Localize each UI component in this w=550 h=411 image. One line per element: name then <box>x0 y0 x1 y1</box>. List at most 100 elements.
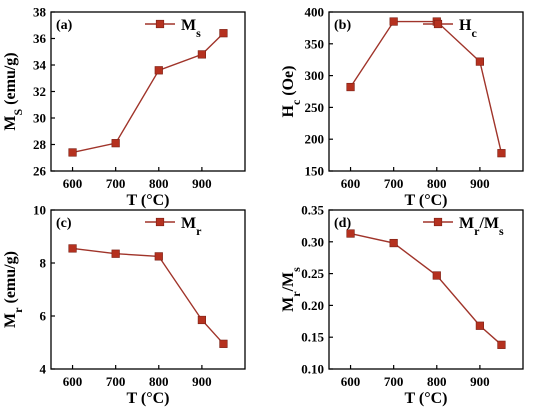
data-point <box>219 29 228 38</box>
legend-label-subscript: r <box>474 224 480 238</box>
x-tick-label: 900 <box>192 176 212 191</box>
legend-label-main: H <box>459 17 472 34</box>
y-tick-label: 10 <box>33 203 46 218</box>
x-tick-label: 900 <box>470 374 490 389</box>
plot-frame <box>50 209 246 370</box>
plot-frame <box>328 11 524 172</box>
data-point <box>197 315 206 325</box>
data-point <box>111 139 120 148</box>
x-tick-label: 600 <box>63 374 83 389</box>
y-tick-label: 34 <box>33 58 47 73</box>
legend-label: Ms <box>181 17 201 40</box>
chart-panel-3: 600 700 800 900 4 6 8 10 T (°C) Mr (emu/g) (c) Mr <box>2 203 246 407</box>
x-axis-label: T (°C) <box>127 192 170 209</box>
x-tick-label: 800 <box>149 374 169 389</box>
y-tick-label: 6 <box>40 309 47 324</box>
y-tick-label: 0.30 <box>301 234 324 249</box>
y-axis-label: MS (emu/g) <box>2 52 25 130</box>
y-tick-label: 30 <box>33 111 46 126</box>
legend-label-subscript: r <box>196 224 202 238</box>
x-tick-label: 900 <box>470 176 490 191</box>
x-tick-label: 700 <box>106 176 126 191</box>
data-point <box>497 340 506 349</box>
x-tick-label: 800 <box>427 176 447 191</box>
panel-label: (c) <box>56 216 72 231</box>
y-tick-label: 0.20 <box>301 298 324 313</box>
data-point <box>389 17 398 26</box>
legend-label: Mr/Ms <box>459 215 504 238</box>
y-axis-label-subscript: S <box>11 109 25 116</box>
legend-marker <box>433 217 443 227</box>
data-point <box>68 244 77 253</box>
y-axis-label-subscript: c <box>289 99 303 105</box>
data-point <box>389 238 398 248</box>
y-tick-label: 36 <box>33 31 47 46</box>
legend: Ms <box>145 17 201 40</box>
data-point <box>432 271 441 280</box>
y-axis-label-subscript: r <box>289 291 303 297</box>
y-tick-label: 0.35 <box>301 203 324 218</box>
y-axis-label-main: M <box>2 116 19 131</box>
x-tick-label: 700 <box>384 374 404 389</box>
y-axis-label-rest: (emu/g) <box>2 52 19 108</box>
x-tick-label: 600 <box>341 374 361 389</box>
y-axis-label-main: M <box>280 297 297 312</box>
y-tick-label: 400 <box>305 5 325 20</box>
y-tick-label: 350 <box>305 36 325 51</box>
plot-frame <box>50 11 246 172</box>
legend: Mr/Ms <box>423 215 504 238</box>
legend-label-main: M <box>181 17 196 34</box>
y-axis-label: Mr (emu/g) <box>2 251 25 328</box>
y-tick-label: 32 <box>33 84 46 99</box>
data-point <box>154 252 163 261</box>
panel-label: (d) <box>334 216 351 231</box>
y-tick-label: 0.25 <box>301 266 324 281</box>
data-point <box>154 66 163 75</box>
chart-panel-4: 600 700 800 900 0.10 0.15 0.20 0.25 0.30 0.35 T (°… <box>280 203 524 407</box>
data-point <box>497 149 506 158</box>
legend-label-subscript: c <box>471 26 477 40</box>
y-tick-label: 250 <box>305 100 325 115</box>
x-tick-label: 900 <box>192 374 212 389</box>
x-tick-label: 700 <box>384 176 404 191</box>
y-tick-label: 150 <box>305 164 325 179</box>
y-tick-label: 8 <box>40 256 47 271</box>
series-line <box>72 247 224 345</box>
data-point <box>475 321 484 330</box>
y-axis-label-rest: (emu/g) <box>2 251 19 307</box>
y-tick-label: 28 <box>33 137 47 152</box>
y-axis-label: Mr/Ms <box>280 267 303 312</box>
y-axis-label: Hc (Oe) <box>280 66 303 118</box>
legend: Hc <box>423 17 477 40</box>
legend: Mr <box>145 215 202 238</box>
y-axis-label-main: H <box>280 104 297 117</box>
x-tick-label: 700 <box>106 374 126 389</box>
y-tick-label: 0.15 <box>301 330 324 345</box>
legend-label-subscript: s <box>196 26 201 40</box>
data-point <box>475 57 484 66</box>
legend-marker <box>433 19 443 29</box>
legend-label: Hc <box>459 17 477 40</box>
x-axis-label: T (°C) <box>405 390 448 407</box>
y-axis-label-rest: /M <box>280 272 297 293</box>
y-axis-label-subscript: r <box>11 307 25 313</box>
legend-label-subscript: s <box>499 224 504 238</box>
x-tick-label: 800 <box>427 374 447 389</box>
legend-marker <box>155 217 165 227</box>
legend-label-main: M <box>181 215 196 232</box>
plot-frame <box>328 209 524 370</box>
y-tick-label: 38 <box>33 5 47 20</box>
y-tick-label: 4 <box>40 362 47 377</box>
chart-panel-2: 600 700 800 900 150 200 250 300 350 400 T (°C) Hc (… <box>280 5 524 209</box>
y-axis-label-subscript: s <box>289 267 303 272</box>
data-point <box>111 249 120 258</box>
y-tick-label: 200 <box>305 132 325 147</box>
data-point <box>68 148 77 157</box>
y-axis-label-main: M <box>2 313 19 328</box>
x-tick-label: 600 <box>341 176 361 191</box>
legend-label: Mr <box>181 215 202 238</box>
data-point <box>346 229 355 238</box>
data-point <box>219 339 228 348</box>
